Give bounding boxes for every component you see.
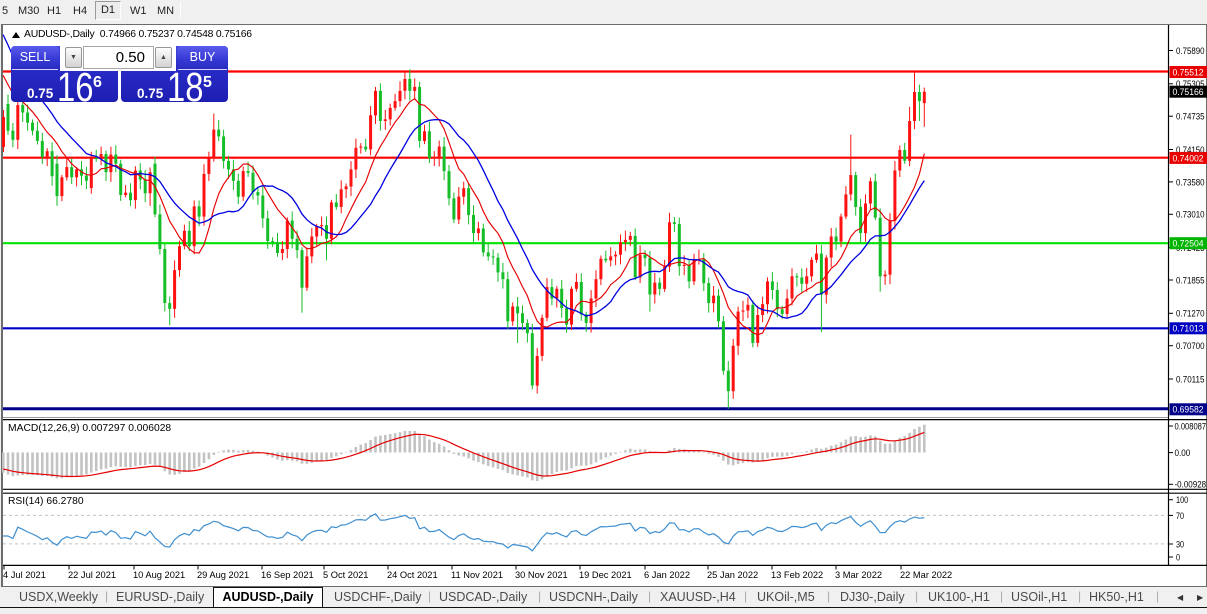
svg-text:0.71013: 0.71013: [1173, 324, 1204, 334]
svg-text:0.74002: 0.74002: [1173, 153, 1204, 163]
svg-text:11 Nov 2021: 11 Nov 2021: [451, 570, 503, 580]
svg-text:0.69582: 0.69582: [1173, 405, 1204, 415]
svg-text:70: 70: [1176, 511, 1184, 521]
svg-text:0.75512: 0.75512: [1173, 67, 1204, 77]
svg-text:3 Mar 2022: 3 Mar 2022: [835, 570, 882, 580]
svg-text:0.74150: 0.74150: [1176, 145, 1205, 155]
svg-text:RSI(14) 66.2780: RSI(14) 66.2780: [8, 496, 84, 507]
svg-text:0.70700: 0.70700: [1176, 341, 1205, 351]
svg-text:13 Feb 2022: 13 Feb 2022: [771, 570, 823, 580]
svg-text:MACD(12,26,9) 0.007297 0.00602: MACD(12,26,9) 0.007297 0.006028: [8, 423, 171, 434]
svg-text:0.73010: 0.73010: [1176, 210, 1205, 220]
svg-text:4 Jul 2021: 4 Jul 2021: [3, 570, 46, 580]
svg-text:0.00: 0.00: [1175, 448, 1191, 458]
svg-text:100: 100: [1176, 495, 1188, 505]
svg-text:10 Aug 2021: 10 Aug 2021: [133, 570, 185, 580]
svg-text:30: 30: [1176, 539, 1184, 549]
svg-text:30 Nov 2021: 30 Nov 2021: [515, 570, 568, 580]
svg-text:22 Jul 2021: 22 Jul 2021: [68, 570, 116, 580]
svg-text:0.74735: 0.74735: [1176, 112, 1205, 122]
svg-text:0.75166: 0.75166: [1173, 87, 1204, 97]
svg-text:0.008087: 0.008087: [1175, 421, 1207, 431]
svg-text:0.71270: 0.71270: [1176, 309, 1205, 319]
svg-text:6 Jan 2022: 6 Jan 2022: [644, 570, 690, 580]
svg-text:0.70115: 0.70115: [1176, 374, 1205, 384]
svg-text:22 Mar 2022: 22 Mar 2022: [900, 570, 952, 580]
svg-text:0.71855: 0.71855: [1176, 275, 1205, 285]
svg-text:5 Oct 2021: 5 Oct 2021: [323, 570, 368, 580]
svg-text:0.75305: 0.75305: [1176, 79, 1205, 89]
svg-text:29 Aug 2021: 29 Aug 2021: [197, 570, 249, 580]
svg-text:-0.00928: -0.00928: [1175, 480, 1207, 490]
svg-text:0.73580: 0.73580: [1176, 177, 1205, 187]
svg-text:24 Oct 2021: 24 Oct 2021: [387, 570, 438, 580]
svg-text:0.75890: 0.75890: [1176, 46, 1205, 56]
svg-text:25 Jan 2022: 25 Jan 2022: [707, 570, 758, 580]
svg-text:0: 0: [1176, 552, 1180, 562]
svg-text:0.72504: 0.72504: [1173, 239, 1204, 249]
svg-text:19 Dec 2021: 19 Dec 2021: [579, 570, 632, 580]
svg-text:16 Sep 2021: 16 Sep 2021: [261, 570, 314, 580]
